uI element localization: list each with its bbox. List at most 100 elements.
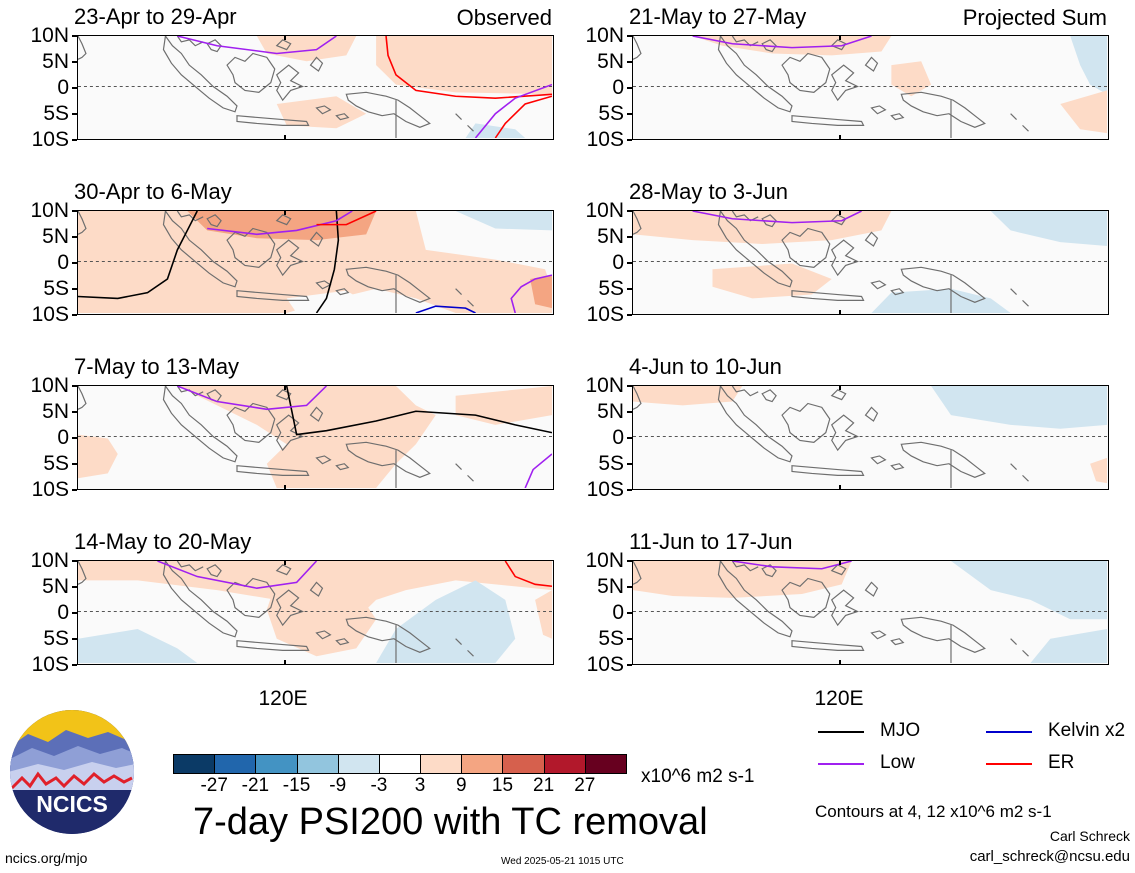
coastline	[1010, 113, 1029, 132]
colorbar-cell	[255, 754, 298, 774]
lon-tick	[839, 210, 841, 215]
lat-tick	[627, 314, 632, 316]
colorbar-cell	[461, 754, 504, 774]
colorbar-cell	[502, 754, 545, 774]
lat-label: 5N	[597, 400, 624, 423]
lat-tick	[627, 612, 632, 614]
coastline	[78, 211, 87, 235]
legend-swatch	[986, 731, 1032, 733]
coastline	[162, 386, 238, 463]
contour-line	[177, 386, 327, 411]
lat-label: 10N	[585, 24, 624, 47]
colorbar-label: -21	[241, 775, 270, 796]
coastline	[226, 227, 276, 268]
map-panel	[77, 35, 554, 140]
coastline	[791, 115, 865, 126]
coastline	[275, 39, 292, 51]
lat-tick	[72, 236, 77, 238]
colorbar-label: 21	[533, 775, 555, 796]
coastline	[830, 414, 860, 452]
legend-swatch	[818, 763, 864, 765]
lat-label: 10N	[585, 549, 624, 572]
contour-line	[315, 211, 340, 313]
lat-label: 5N	[42, 575, 69, 598]
map-panel	[632, 560, 1109, 665]
lat-label: 10S	[586, 303, 624, 326]
lat-tick	[627, 139, 632, 141]
lat-tick	[72, 612, 77, 614]
coastline	[890, 288, 905, 296]
lat-label: 10N	[585, 199, 624, 222]
lat-tick	[627, 113, 632, 115]
coastline	[761, 39, 777, 53]
anomaly-shading	[891, 61, 932, 97]
colorbar-cell	[296, 754, 339, 774]
lon-tick	[839, 35, 841, 40]
panel-title: 4-Jun to 10-Jun	[629, 354, 782, 379]
lon-tick	[839, 560, 841, 565]
lat-label: 0	[57, 601, 69, 624]
coastline	[275, 564, 292, 576]
map-panel	[77, 560, 554, 665]
colorbar-cell	[584, 754, 627, 774]
coastline	[633, 211, 642, 235]
anomaly-shading	[712, 263, 832, 299]
colorbar-cell	[543, 754, 586, 774]
lat-label: 10N	[30, 24, 69, 47]
lat-label: 10N	[30, 549, 69, 572]
legend-swatch	[818, 731, 864, 733]
lon-tick	[284, 385, 286, 390]
lat-label: 5N	[597, 575, 624, 598]
colorbar-label: -9	[329, 775, 347, 796]
coastline	[162, 36, 238, 113]
coastline	[791, 465, 865, 476]
contour-legend: MJO Kelvin x2 Low ER	[818, 720, 1135, 780]
main-title: 7-day PSI200 with TC removal	[193, 801, 708, 843]
coastline	[78, 36, 87, 60]
lat-tick	[72, 87, 77, 89]
panel-title: 30-Apr to 6-May	[74, 179, 232, 204]
lat-label: 5S	[598, 102, 624, 125]
anomaly-shading	[931, 386, 1107, 429]
map-graphic	[633, 36, 1107, 138]
coastline	[335, 463, 350, 471]
coastline	[1010, 463, 1029, 482]
anomaly-shading	[266, 580, 377, 657]
lon-label-left: 120E	[258, 687, 308, 710]
lat-tick	[627, 489, 632, 491]
contour-line	[415, 305, 476, 313]
coastline	[731, 386, 759, 397]
map-graphic	[633, 561, 1107, 663]
coastline	[275, 64, 305, 102]
map-panel	[77, 385, 554, 490]
coastline	[830, 589, 860, 627]
lat-tick	[72, 61, 77, 63]
lon-tick	[839, 135, 841, 140]
coastline	[345, 266, 431, 303]
coastline	[275, 239, 305, 277]
coastline	[455, 463, 474, 482]
anomaly-shading	[633, 211, 892, 245]
anomaly-shading	[633, 386, 743, 406]
coastline	[870, 280, 887, 290]
contour-line	[316, 211, 377, 226]
panel-title: 14-May to 20-May	[74, 529, 252, 554]
lat-tick	[627, 463, 632, 465]
coastline	[864, 581, 879, 597]
coastline	[162, 561, 238, 638]
anomaly-shading	[535, 590, 552, 639]
lat-label: 10S	[31, 303, 69, 326]
lat-label: 10S	[31, 478, 69, 501]
coastline	[900, 616, 986, 653]
lat-label: 10N	[585, 374, 624, 397]
coastline	[236, 115, 310, 126]
coastline	[455, 288, 474, 307]
coastline	[717, 386, 793, 463]
lat-label: 5N	[42, 50, 69, 73]
lat-tick	[627, 560, 632, 562]
lon-tick	[284, 35, 286, 40]
anomaly-shading	[950, 561, 1107, 620]
lat-label: 0	[57, 426, 69, 449]
map-graphic	[78, 211, 552, 313]
colorbar-label: 3	[414, 775, 426, 796]
